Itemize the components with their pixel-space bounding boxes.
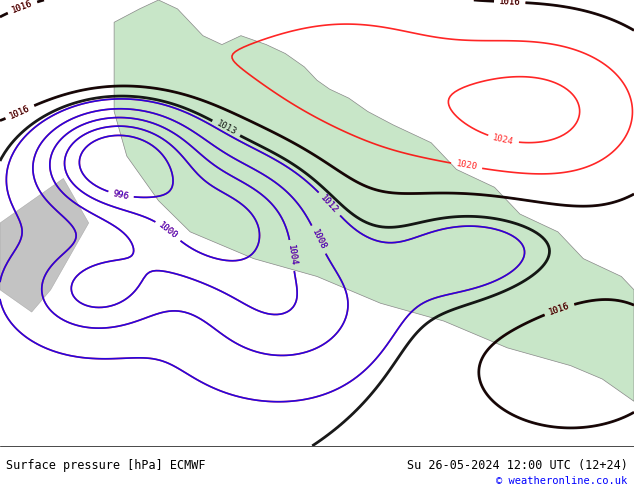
Text: 1000: 1000 bbox=[157, 220, 179, 241]
Text: 1016: 1016 bbox=[499, 0, 521, 7]
Text: 1016: 1016 bbox=[11, 0, 34, 15]
Text: 996: 996 bbox=[112, 189, 130, 201]
Text: 1012: 1012 bbox=[319, 193, 340, 215]
Text: 1016: 1016 bbox=[499, 0, 521, 7]
Text: 1024: 1024 bbox=[492, 133, 515, 147]
Text: 996: 996 bbox=[112, 189, 130, 201]
Text: 1016: 1016 bbox=[8, 103, 32, 121]
Text: 1000: 1000 bbox=[157, 220, 179, 241]
Text: 1016: 1016 bbox=[8, 103, 32, 121]
Text: 1013: 1013 bbox=[214, 119, 238, 137]
Text: 1008: 1008 bbox=[310, 228, 327, 251]
Text: © weatheronline.co.uk: © weatheronline.co.uk bbox=[496, 476, 628, 486]
Text: Surface pressure [hPa] ECMWF: Surface pressure [hPa] ECMWF bbox=[6, 459, 206, 472]
Text: Su 26-05-2024 12:00 UTC (12+24): Su 26-05-2024 12:00 UTC (12+24) bbox=[407, 459, 628, 472]
Text: 1020: 1020 bbox=[455, 160, 478, 172]
Text: 1016: 1016 bbox=[548, 301, 571, 317]
Text: 1004: 1004 bbox=[286, 244, 298, 267]
Text: 1016: 1016 bbox=[548, 301, 571, 317]
Polygon shape bbox=[0, 178, 89, 312]
Text: 1012: 1012 bbox=[319, 193, 340, 215]
Text: 1008: 1008 bbox=[310, 228, 327, 251]
Polygon shape bbox=[114, 0, 634, 401]
Text: 1004: 1004 bbox=[286, 244, 298, 267]
Text: 1016: 1016 bbox=[11, 0, 34, 15]
